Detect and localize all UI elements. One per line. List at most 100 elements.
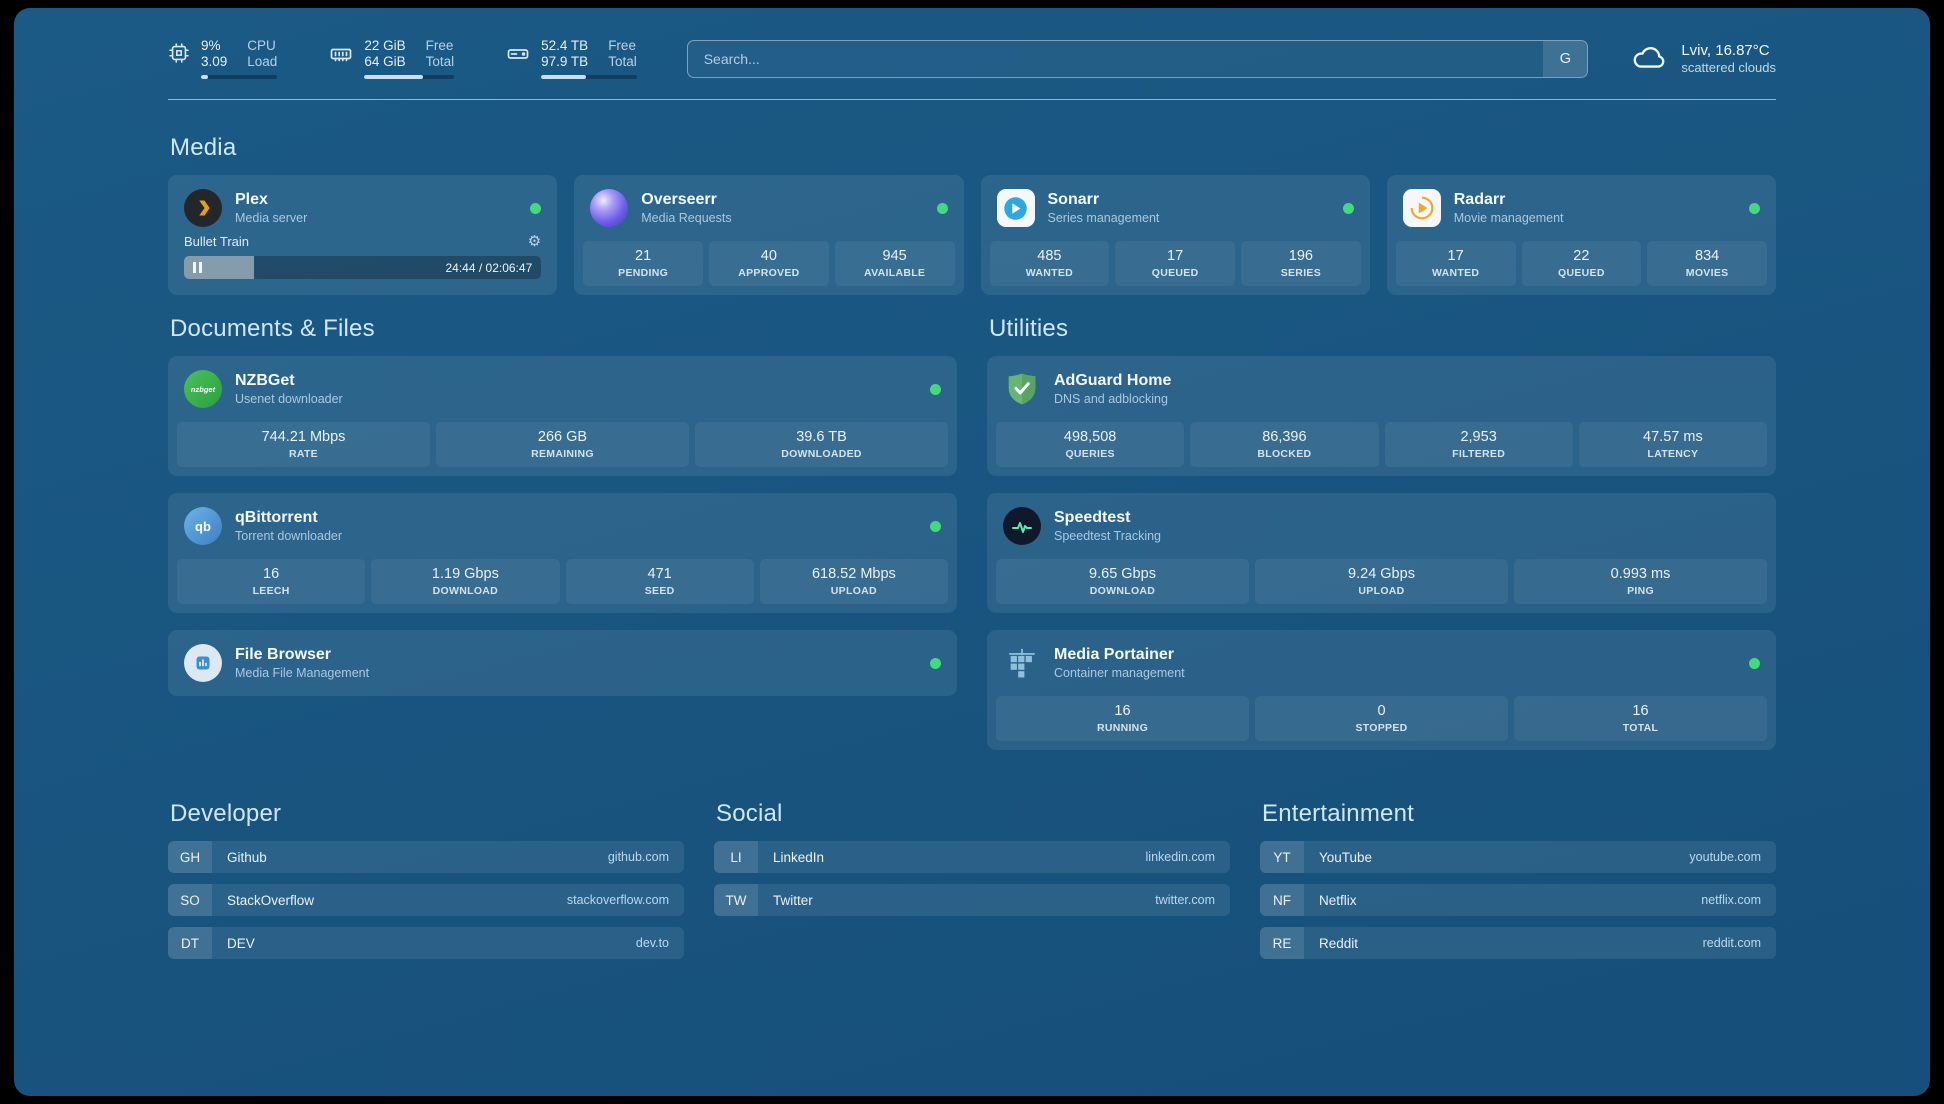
- stat-value: 21: [635, 248, 652, 264]
- stat-block: 1.19 Gbps DOWNLOAD: [371, 559, 560, 604]
- stat-block: 618.52 Mbps UPLOAD: [759, 559, 948, 604]
- service-name: qBittorrent: [235, 509, 318, 526]
- weather-location: Lviv, 16.87°C: [1681, 42, 1770, 59]
- bookmark-stackoverflow[interactable]: SO StackOverflow stackoverflow.com: [168, 884, 684, 916]
- sonarr-stats: 485 WANTED 17 QUEUED 196 SERIES: [989, 241, 1361, 286]
- developer-list: GH Github github.com SO StackOverflow st…: [168, 841, 684, 959]
- sonarr-titles: Sonarr Series management: [1048, 191, 1160, 225]
- stat-label: SERIES: [1280, 267, 1322, 279]
- plex-header: Plex Media server: [177, 184, 548, 232]
- stat-value: 9.65 Gbps: [1089, 566, 1156, 582]
- pause-icon[interactable]: [193, 262, 202, 273]
- stat-label: SEED: [644, 585, 675, 597]
- bookmark-domain: stackoverflow.com: [566, 893, 669, 907]
- middle-columns: Documents & Files nzbget NZBGet Usenet d…: [168, 315, 1776, 750]
- bookmark-name: LinkedIn: [773, 849, 825, 865]
- stat-value: 744.21 Mbps: [261, 429, 346, 445]
- section-documents: Documents & Files nzbget NZBGet Usenet d…: [168, 315, 957, 750]
- topbar-divider: [168, 99, 1776, 100]
- stat-label: RUNNING: [1096, 722, 1149, 734]
- stat-block: 47.57 ms LATENCY: [1578, 422, 1767, 467]
- cpu-usage-label: CPU: [247, 38, 276, 53]
- memory-icon: [329, 42, 353, 71]
- stat-label: STOPPED: [1355, 722, 1408, 734]
- stat-block: 0.993 ms PING: [1514, 559, 1767, 604]
- stat-block: 16 TOTAL: [1514, 696, 1767, 741]
- stat-label: BLOCKED: [1257, 448, 1312, 460]
- status-dot: [1749, 202, 1760, 214]
- service-name: Radarr: [1453, 191, 1506, 208]
- bookmark-domain: twitter.com: [1155, 893, 1215, 907]
- stat-value: 16: [1114, 703, 1131, 719]
- service-card-plex[interactable]: Plex Media server Bullet Train ⚙ 24:44 /…: [168, 175, 558, 295]
- bookmark-twitter[interactable]: TW Twitter twitter.com: [714, 884, 1230, 916]
- cloud-icon: [1630, 41, 1668, 77]
- memory-progress-fill: [364, 75, 423, 79]
- adguard-icon: [1003, 370, 1041, 408]
- bookmark-youtube[interactable]: YT YouTube youtube.com: [1260, 841, 1776, 873]
- bookmark-abbr: NF: [1260, 884, 1304, 916]
- stat-label: MOVIES: [1685, 267, 1729, 279]
- service-card-adguard[interactable]: AdGuard Home DNS and adblocking 498,508 Q…: [987, 356, 1776, 476]
- playback-time: 24:44 / 02:06:47: [445, 260, 533, 275]
- bookmark-domain: linkedin.com: [1145, 850, 1215, 864]
- stat-value: 196: [1288, 248, 1313, 264]
- stat-label: UPLOAD: [830, 585, 877, 597]
- search-input[interactable]: [687, 40, 1544, 77]
- stat-value: 1.19 Gbps: [431, 566, 499, 582]
- qbittorrent-stats: 16 LEECH 1.19 Gbps DOWNLOAD 471 SEED 618.52…: [177, 559, 948, 604]
- memory-widget: 22 GiB Free 64 GiB Total: [329, 38, 455, 79]
- service-card-overseerr[interactable]: Overseerr Media Requests 21 PENDING 40 APP…: [574, 175, 964, 295]
- overseerr-header: Overseerr Media Requests: [583, 184, 954, 232]
- memory-free-value: 22 GiB: [364, 38, 406, 53]
- stat-label: QUEUED: [1558, 267, 1605, 279]
- weather-text: Lviv, 16.87°C scattered clouds: [1681, 42, 1776, 75]
- bookmark-abbr: LI: [714, 841, 758, 873]
- stat-block: 21 PENDING: [583, 241, 703, 286]
- service-card-portainer[interactable]: Media Portainer Container management 16 R…: [987, 630, 1776, 750]
- search-provider-button[interactable]: G: [1543, 40, 1588, 77]
- service-description: Media File Management: [235, 666, 370, 680]
- radarr-icon: [1402, 189, 1441, 227]
- bookmark-abbr: YT: [1260, 841, 1304, 873]
- nzbget-titles: NZBGet Usenet downloader: [235, 372, 343, 406]
- bookmark-dev[interactable]: DT DEV dev.to: [168, 927, 684, 959]
- stat-value: 834: [1695, 248, 1720, 264]
- disk-icon: [506, 42, 530, 71]
- bookmark-domain: dev.to: [635, 936, 669, 950]
- adguard-stats: 498,508 QUERIES 86,396 BLOCKED 2,953 FILTER…: [996, 422, 1767, 467]
- section-title-entertainment: Entertainment: [1262, 800, 1415, 827]
- service-card-speedtest[interactable]: Speedtest Speedtest Tracking 9.65 Gbps DO…: [987, 493, 1776, 613]
- stat-label: PENDING: [618, 267, 669, 279]
- entertainment-list: YT YouTube youtube.com NF Netflix netfli…: [1260, 841, 1776, 959]
- stat-block: 744.21 Mbps RATE: [177, 422, 430, 467]
- plex-now-playing: Bullet Train ⚙ 24:44 / 02:06:47: [177, 232, 548, 279]
- stat-value: 86,396: [1262, 429, 1307, 445]
- service-card-radarr[interactable]: Radarr Movie management 17 WANTED 22 QUEUE…: [1386, 175, 1776, 295]
- service-card-nzbget[interactable]: nzbget NZBGet Usenet downloader 744.21 M…: [168, 356, 957, 476]
- stat-value: 22: [1573, 248, 1590, 264]
- gear-icon[interactable]: ⚙: [527, 233, 542, 250]
- bookmark-reddit[interactable]: RE Reddit reddit.com: [1260, 927, 1776, 959]
- stat-value: 39.6 TB: [796, 429, 847, 445]
- playback-progressbar[interactable]: 24:44 / 02:06:47: [184, 256, 542, 279]
- service-card-sonarr[interactable]: Sonarr Series management 485 WANTED 17 QUE…: [980, 175, 1370, 295]
- stat-block: 498,508 QUERIES: [996, 422, 1185, 467]
- bookmark-netflix[interactable]: NF Netflix netflix.com: [1260, 884, 1776, 916]
- stat-block: 945 AVAILABLE: [834, 241, 955, 286]
- bookmark-name: StackOverflow: [227, 892, 315, 908]
- service-description: Usenet downloader: [235, 392, 343, 406]
- portainer-icon: [1003, 644, 1041, 682]
- stat-label: LATENCY: [1647, 448, 1699, 460]
- memory-free-label: Free: [425, 38, 454, 53]
- service-card-filebrowser[interactable]: File Browser Media File Management: [168, 630, 957, 696]
- bookmark-name: Reddit: [1319, 935, 1359, 951]
- portainer-header: Media Portainer Container management: [996, 639, 1767, 687]
- playback-progress-fill: [184, 256, 254, 279]
- bookmark-github[interactable]: GH Github github.com: [168, 841, 684, 873]
- bookmark-abbr: DT: [168, 927, 212, 959]
- stat-label: PING: [1627, 585, 1654, 597]
- bookmark-group-developer: Developer GH Github github.com SO StackO…: [168, 800, 684, 959]
- bookmark-linkedin[interactable]: LI LinkedIn linkedin.com: [714, 841, 1230, 873]
- service-card-qbittorrent[interactable]: qb qBittorrent Torrent downloader 16 LEEC…: [168, 493, 957, 613]
